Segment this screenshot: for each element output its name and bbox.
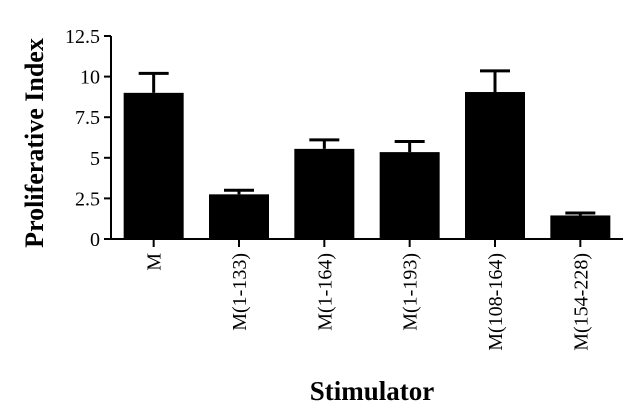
y-ticks-group: 0 2.5 5 7.5 10 12.5 <box>65 26 111 251</box>
x-tick-label: M(1-164) <box>314 253 336 331</box>
x-tick-label: M(1-193) <box>400 253 422 331</box>
x-tick-label: M(108-164) <box>485 253 507 351</box>
x-tick-label: M <box>144 253 166 271</box>
error-bars-group <box>138 69 596 216</box>
bar <box>294 148 355 239</box>
axes-group <box>110 36 623 240</box>
bars-group <box>123 92 611 239</box>
bar <box>209 194 269 239</box>
x-axis-label: Stimulator <box>310 376 435 406</box>
bar <box>550 215 611 239</box>
y-tick-label: 10 <box>80 67 100 89</box>
y-tick-label: 5 <box>90 148 100 170</box>
bar <box>379 152 440 239</box>
y-tick-label: 7.5 <box>75 107 100 129</box>
x-tick-label: M(154-228) <box>570 253 592 351</box>
y-tick-label: 12.5 <box>65 26 100 48</box>
x-ticks-group: M M(1-133) M(1-164) M(1-193) M(108-164) M(154… <box>144 239 592 351</box>
bar <box>123 92 184 239</box>
bar <box>465 92 525 239</box>
y-tick-label: 2.5 <box>75 188 100 210</box>
y-tick-label: 0 <box>90 229 100 251</box>
y-axis-label: Proliferative Index <box>20 38 49 248</box>
x-tick-label: M(1-133) <box>229 253 251 331</box>
